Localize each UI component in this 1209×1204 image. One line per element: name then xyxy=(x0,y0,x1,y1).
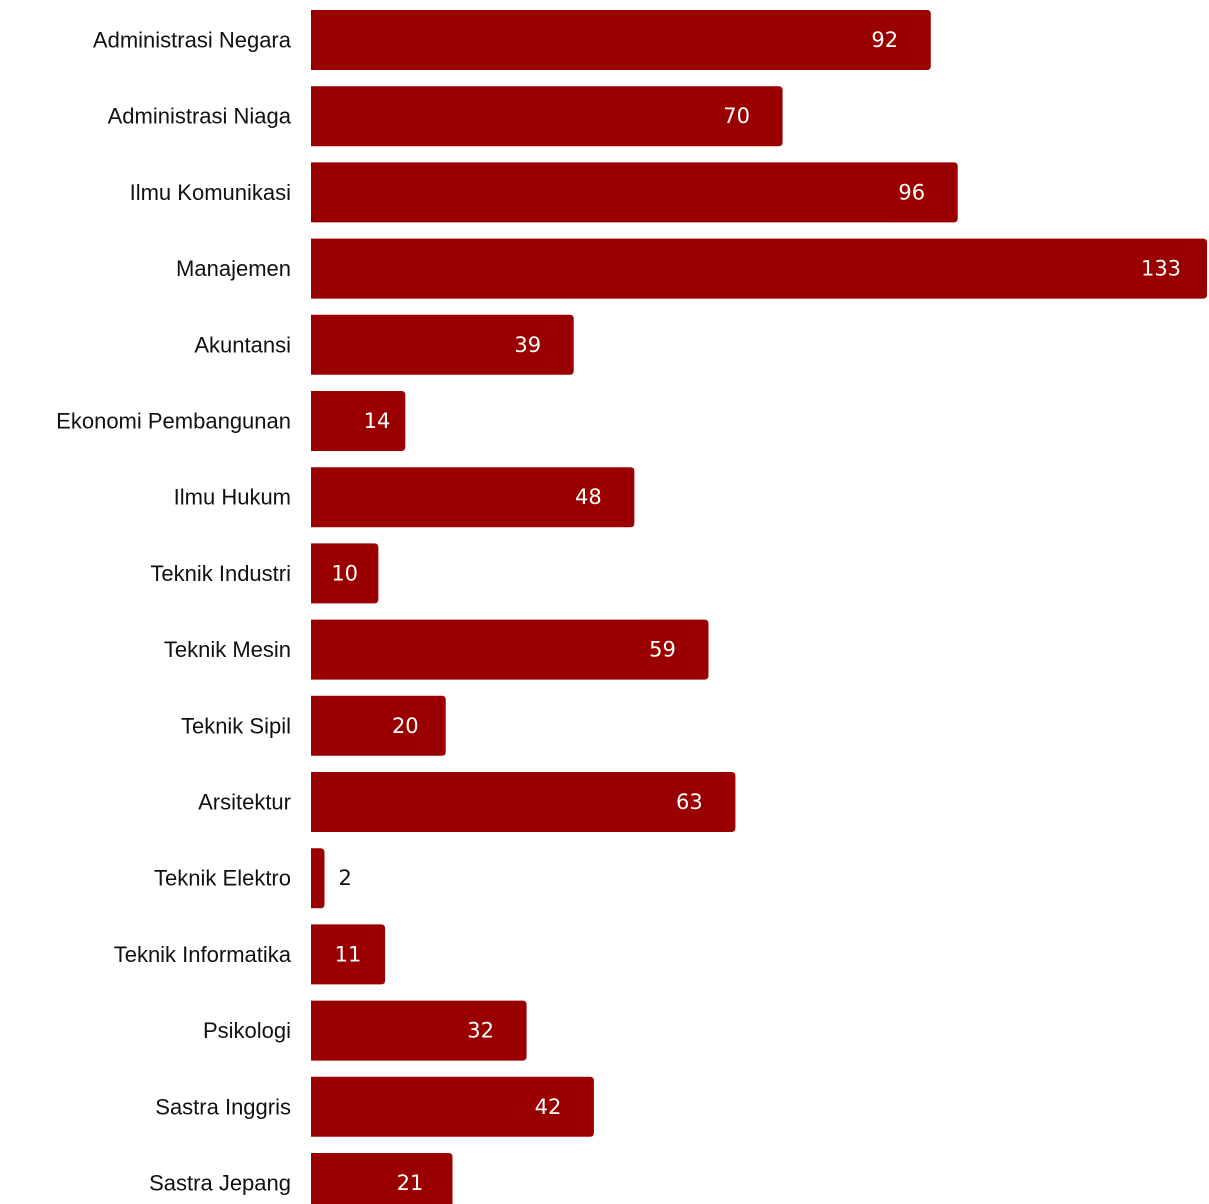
bar-teknik-mesin xyxy=(311,619,709,680)
category-label-ilmu-hukum: Ilmu Hukum xyxy=(174,485,291,510)
bar-akuntansi xyxy=(311,314,574,375)
bar-manajemen xyxy=(311,238,1207,299)
value-label-sastra-jepang: 21 xyxy=(397,1171,424,1195)
value-label-administrasi-negara: 92 xyxy=(871,28,898,52)
category-label-sastra-jepang: Sastra Jepang xyxy=(149,1171,291,1196)
value-label-ekonomi-pembangunan: 14 xyxy=(364,409,391,433)
value-label-arsitektur: 63 xyxy=(676,790,703,814)
bar-psikologi xyxy=(311,1000,527,1061)
bars-layer xyxy=(311,10,1207,1204)
bar-arsitektur xyxy=(311,772,736,832)
bar-sastra-inggris xyxy=(311,1076,594,1137)
bar-teknik-informatika xyxy=(311,924,386,985)
value-label-manajemen: 133 xyxy=(1141,257,1181,281)
value-label-ilmu-komunikasi: 96 xyxy=(898,180,925,204)
value-label-ilmu-hukum: 48 xyxy=(575,485,602,509)
category-label-teknik-mesin: Teknik Mesin xyxy=(164,637,291,662)
value-label-akuntansi: 39 xyxy=(514,333,541,357)
category-label-teknik-industri: Teknik Industri xyxy=(150,561,291,586)
category-label-administrasi-negara: Administrasi Negara xyxy=(93,28,292,53)
bar-sastra-jepang xyxy=(311,1153,453,1204)
bar-administrasi-negara xyxy=(311,10,931,70)
bar-teknik-elektro xyxy=(311,848,325,909)
category-label-psikologi: Psikologi xyxy=(203,1018,291,1043)
value-label-teknik-mesin: 59 xyxy=(649,638,676,662)
bar-ilmu-hukum xyxy=(311,467,635,528)
bar-administrasi-niaga xyxy=(311,86,783,147)
category-label-ekonomi-pembangunan: Ekonomi Pembangunan xyxy=(56,409,291,434)
category-label-akuntansi: Akuntansi xyxy=(194,332,291,357)
category-label-ilmu-komunikasi: Ilmu Komunikasi xyxy=(130,180,291,205)
category-label-teknik-informatika: Teknik Informatika xyxy=(114,942,292,967)
value-label-administrasi-niaga: 70 xyxy=(723,104,750,128)
value-labels: 92 70 96 133 39 14 48 10 59 20 63 2 11 32 42 21 xyxy=(331,28,1181,1195)
value-label-sastra-inggris: 42 xyxy=(535,1095,562,1119)
bar-teknik-industri xyxy=(311,543,379,604)
bar-teknik-sipil xyxy=(311,695,446,756)
bar-ilmu-komunikasi xyxy=(311,162,958,223)
category-label-sastra-inggris: Sastra Inggris xyxy=(155,1094,291,1119)
bar-ekonomi-pembangunan xyxy=(311,391,406,451)
category-label-arsitektur: Arsitektur xyxy=(198,790,291,815)
value-label-teknik-industri: 10 xyxy=(331,561,358,585)
category-label-teknik-sipil: Teknik Sipil xyxy=(181,713,291,738)
category-labels: Administrasi Negara Administrasi Niaga Ilm… xyxy=(56,28,292,1196)
category-label-manajemen: Manajemen xyxy=(176,256,291,281)
category-label-administrasi-niaga: Administrasi Niaga xyxy=(108,104,292,129)
value-label-teknik-informatika: 11 xyxy=(335,942,362,966)
value-label-teknik-sipil: 20 xyxy=(392,714,419,738)
category-label-teknik-elektro: Teknik Elektro xyxy=(154,866,291,891)
value-label-psikologi: 32 xyxy=(467,1019,494,1043)
value-label-teknik-elektro: 2 xyxy=(338,866,351,890)
